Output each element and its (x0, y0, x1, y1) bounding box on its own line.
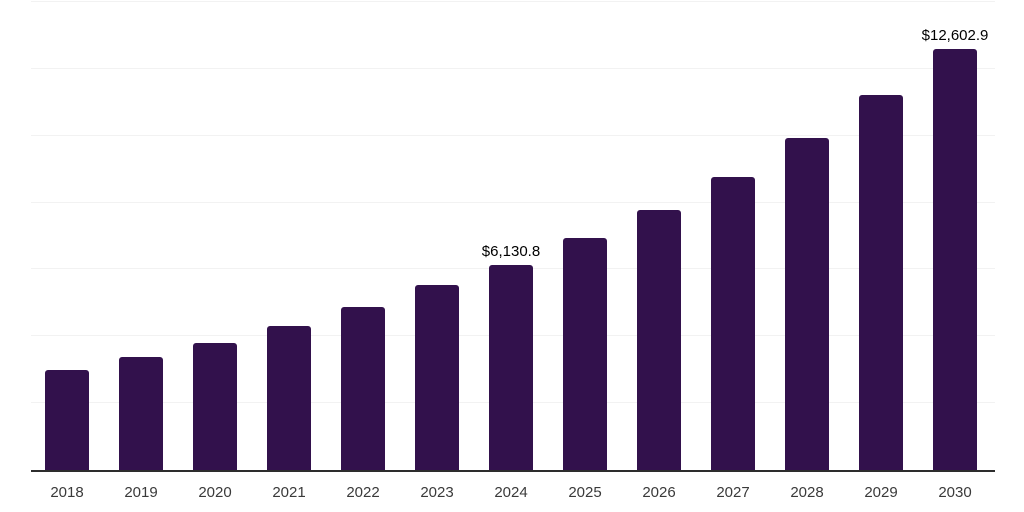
x-tick-label-2024: 2024 (494, 484, 528, 501)
bar-2028 (785, 138, 829, 470)
bar-2026 (637, 209, 681, 470)
x-tick-label-2030: 2030 (938, 484, 972, 501)
bar-2019 (119, 356, 163, 470)
bar-2022 (341, 307, 385, 470)
data-label-2030: $12,602.9 (921, 26, 989, 44)
data-label-2024: $6,130.8 (481, 243, 541, 261)
bar-2029 (859, 95, 903, 470)
bar-2030: $12,602.9 (922, 28, 988, 470)
x-axis-labels: 2018 2019 2020 2021 2022 2023 2024 2025 2026 2027… (45, 485, 977, 500)
x-tick-label-2029: 2029 (864, 484, 898, 501)
x-tick-label-2019: 2019 (124, 484, 158, 501)
x-tick-label-2023: 2023 (420, 484, 454, 501)
x-tick-label-2022: 2022 (346, 484, 380, 501)
x-tick-label-2027: 2027 (716, 484, 750, 501)
bar-2024: $6,130.8 (482, 244, 540, 470)
bar-2020 (193, 343, 237, 470)
x-tick-label-2020: 2020 (198, 484, 232, 501)
gridline (31, 1, 995, 2)
x-tick-label-2026: 2026 (642, 484, 676, 501)
x-axis-line (31, 470, 995, 472)
bar-2021 (267, 325, 311, 470)
bar-2025 (563, 237, 607, 470)
x-tick-label-2028: 2028 (790, 484, 824, 501)
x-tick-label-2021: 2021 (272, 484, 306, 501)
bar-2018 (45, 370, 89, 470)
x-tick-label-2018: 2018 (50, 484, 84, 501)
x-tick-label-2025: 2025 (568, 484, 602, 501)
bars-row: $6,130.8 $12,602.9 (45, 28, 988, 470)
bar-2023 (415, 285, 459, 470)
bar-2027 (711, 176, 755, 470)
